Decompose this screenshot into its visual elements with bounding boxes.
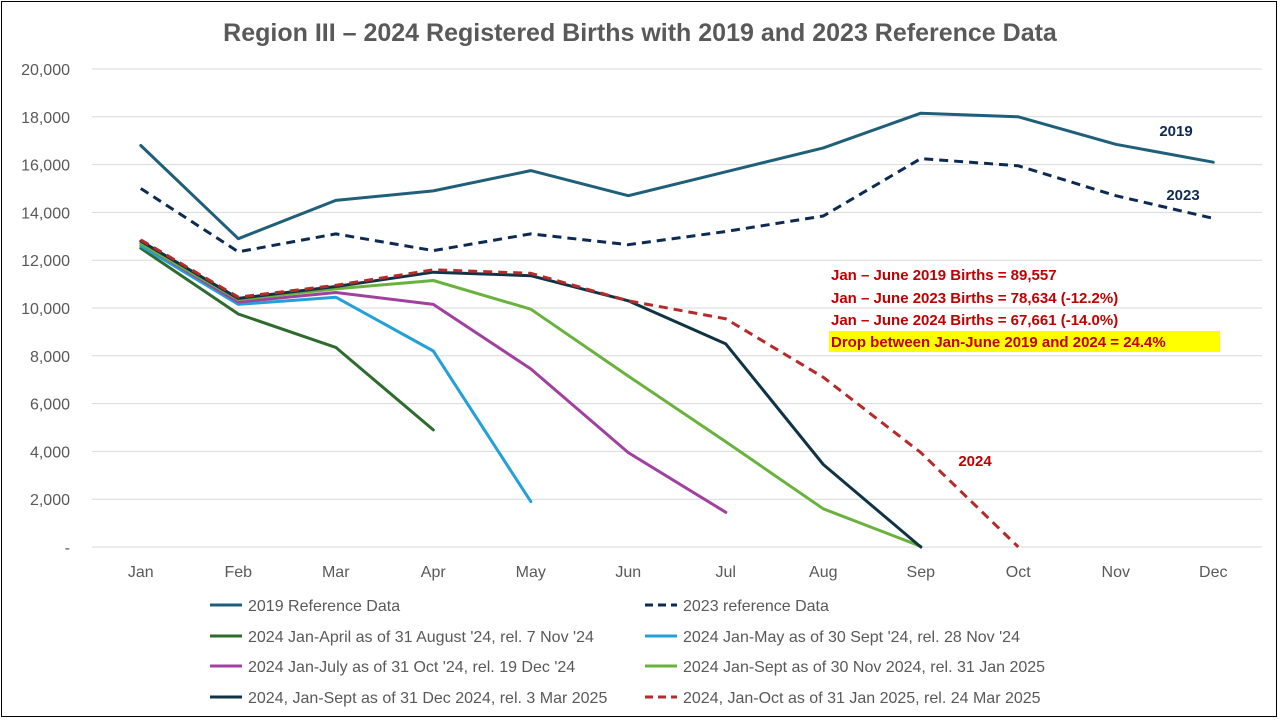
legend-entry-label: 2024 Jan-Sept as of 30 Nov 2024, rel. 31… [683,659,1045,676]
x-tick-label: Mar [322,564,350,581]
y-tick-label: - [65,540,70,557]
x-tick-label: Jun [615,564,641,581]
y-tick-label: 16,000 [21,158,70,175]
annotation-2024-births: Jan – June 2024 Births = 67,661 (-14.0%) [831,312,1118,329]
y-tick-label: 2,000 [30,492,70,509]
annotation-2023-births: Jan – June 2023 Births = 78,634 (-12.2%) [831,290,1118,307]
y-tick-label: 14,000 [21,205,70,222]
legend: 2019 Reference Data 2023 reference Data 20… [210,598,1045,707]
legend-entry-label: 2019 Reference Data [248,598,400,615]
x-axis-ticks: Jan Feb Mar Apr May Jun Jul Aug Sep Oct Nov Dec [128,564,1228,581]
series-label-2019: 2019 [1159,123,1192,140]
legend-entry-label: 2024, Jan-Oct as of 31 Jan 2025, rel. 24… [683,690,1041,707]
y-tick-label: 8,000 [30,349,70,366]
y-tick-label: 4,000 [30,444,70,461]
x-tick-label: Feb [224,564,252,581]
series-lines [139,111,1215,549]
x-tick-label: Apr [421,564,447,581]
annotations: Jan – June 2019 Births = 89,557 Jan – Ju… [829,267,1220,352]
y-tick-label: 12,000 [21,253,70,270]
gridlines [92,68,1262,548]
annotation-drop: Drop between Jan-June 2019 and 2024 = 24… [831,334,1166,351]
series-line-7 [140,238,1020,549]
x-tick-label: Jul [716,564,736,581]
y-axis-ticks: - 2,000 4,000 6,000 8,000 10,000 12,000 14,000 1… [21,62,70,557]
annotation-2019-births: Jan – June 2019 Births = 89,557 [831,267,1057,284]
x-tick-label: May [516,564,546,581]
legend-entry-label: 2024 Jan-April as of 31 August '24, rel.… [248,629,594,646]
legend-entry-label: 2024 Jan-July as of 31 Oct '24, rel. 19 … [248,659,575,676]
series-line-1 [139,157,1214,254]
x-tick-label: Dec [1199,564,1227,581]
annotation-highlight [829,331,1220,352]
series-line-3 [139,244,533,504]
legend-entry-label: 2023 reference Data [683,598,829,615]
legend-entry-label: 2024 Jan-May as of 30 Sept '24, rel. 28 … [683,629,1020,646]
legend-entry-label: 2024, Jan-Sept as of 31 Dec 2024, rel. 3… [248,690,607,707]
x-tick-label: Nov [1102,564,1130,581]
series-label-2024: 2024 [958,453,992,470]
series-line-2 [139,246,435,432]
x-tick-label: Aug [809,564,837,581]
x-tick-label: Sep [907,564,936,581]
series-line-0 [139,111,1215,241]
x-tick-label: Oct [1006,564,1031,581]
y-tick-label: 20,000 [21,62,70,79]
series-labels: 2019 2023 2024 [958,123,1199,470]
series-line-6 [139,239,923,549]
chart-title: Region III – 2024 Registered Births with… [223,19,1058,47]
y-tick-label: 10,000 [21,301,70,318]
x-tick-label: Jan [128,564,154,581]
y-tick-label: 6,000 [30,397,70,414]
series-label-2023: 2023 [1166,187,1199,204]
series-line-5 [139,242,923,548]
series-line-4 [139,242,728,514]
y-tick-label: 18,000 [21,110,70,127]
